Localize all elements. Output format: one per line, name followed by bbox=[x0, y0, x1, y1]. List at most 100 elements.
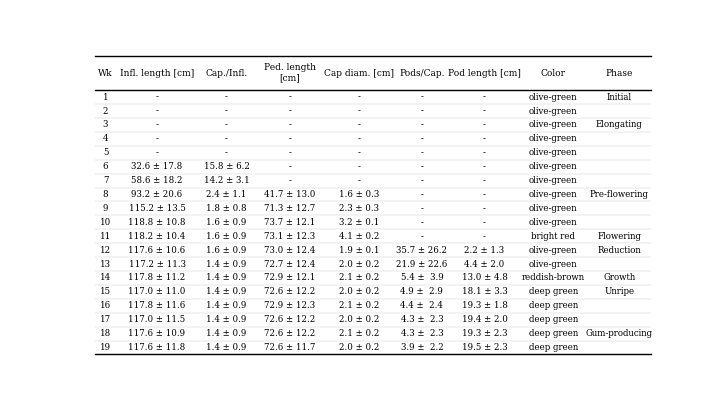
Text: 117.8 ± 11.2: 117.8 ± 11.2 bbox=[128, 273, 186, 282]
Text: -: - bbox=[289, 93, 291, 101]
Text: 13.0 ± 4.8: 13.0 ± 4.8 bbox=[462, 273, 507, 282]
Text: -: - bbox=[289, 176, 291, 185]
Text: -: - bbox=[420, 148, 423, 157]
Text: 15: 15 bbox=[100, 288, 111, 296]
Text: 117.6 ± 10.6: 117.6 ± 10.6 bbox=[128, 246, 186, 255]
Text: 1.4 ± 0.9: 1.4 ± 0.9 bbox=[207, 273, 246, 282]
Text: 4.3 ±  2.3: 4.3 ± 2.3 bbox=[401, 329, 443, 338]
Text: olive-green: olive-green bbox=[529, 246, 578, 255]
Text: olive-green: olive-green bbox=[529, 190, 578, 199]
Text: -: - bbox=[225, 134, 228, 143]
Text: 58.6 ± 18.2: 58.6 ± 18.2 bbox=[131, 176, 183, 185]
Text: 1.4 ± 0.9: 1.4 ± 0.9 bbox=[207, 288, 246, 296]
Text: Cap diam. [cm]: Cap diam. [cm] bbox=[324, 69, 394, 77]
Text: 1.4 ± 0.9: 1.4 ± 0.9 bbox=[207, 259, 246, 269]
Text: 1.8 ± 0.8: 1.8 ± 0.8 bbox=[206, 204, 246, 213]
Text: -: - bbox=[483, 176, 486, 185]
Text: 1.4 ± 0.9: 1.4 ± 0.9 bbox=[207, 343, 246, 352]
Text: 3.2 ± 0.1: 3.2 ± 0.1 bbox=[339, 218, 379, 227]
Text: -: - bbox=[358, 176, 361, 185]
Text: 6: 6 bbox=[103, 162, 108, 171]
Text: Pods/Cap.: Pods/Cap. bbox=[399, 69, 444, 77]
Text: -: - bbox=[225, 148, 228, 157]
Text: -: - bbox=[420, 120, 423, 130]
Text: 35.7 ± 26.2: 35.7 ± 26.2 bbox=[397, 246, 447, 255]
Text: 18: 18 bbox=[100, 329, 111, 338]
Text: -: - bbox=[358, 93, 361, 101]
Text: 15.8 ± 6.2: 15.8 ± 6.2 bbox=[204, 162, 249, 171]
Text: 72.6 ± 12.2: 72.6 ± 12.2 bbox=[264, 315, 315, 324]
Text: -: - bbox=[483, 148, 486, 157]
Text: -: - bbox=[289, 148, 291, 157]
Text: olive-green: olive-green bbox=[529, 162, 578, 171]
Text: Unripe: Unripe bbox=[605, 288, 634, 296]
Text: -: - bbox=[420, 162, 423, 171]
Text: olive-green: olive-green bbox=[529, 120, 578, 130]
Text: 2.1 ± 0.2: 2.1 ± 0.2 bbox=[339, 329, 379, 338]
Text: -: - bbox=[358, 148, 361, 157]
Text: 72.7 ± 12.4: 72.7 ± 12.4 bbox=[264, 259, 315, 269]
Text: -: - bbox=[289, 107, 291, 115]
Text: 117.8 ± 11.6: 117.8 ± 11.6 bbox=[128, 301, 186, 310]
Text: 1.6 ± 0.3: 1.6 ± 0.3 bbox=[339, 190, 379, 199]
Text: 1.4 ± 0.9: 1.4 ± 0.9 bbox=[207, 301, 246, 310]
Text: 13: 13 bbox=[100, 259, 111, 269]
Text: olive-green: olive-green bbox=[529, 259, 578, 269]
Text: -: - bbox=[420, 190, 423, 199]
Text: 118.2 ± 10.4: 118.2 ± 10.4 bbox=[128, 232, 186, 241]
Text: Pre-flowering: Pre-flowering bbox=[590, 190, 649, 199]
Text: Cap./Infl.: Cap./Infl. bbox=[205, 69, 248, 77]
Text: 4: 4 bbox=[103, 134, 108, 143]
Text: 41.7 ± 13.0: 41.7 ± 13.0 bbox=[264, 190, 315, 199]
Text: 1.6 ± 0.9: 1.6 ± 0.9 bbox=[207, 246, 246, 255]
Text: -: - bbox=[420, 134, 423, 143]
Text: 5: 5 bbox=[103, 148, 108, 157]
Text: -: - bbox=[483, 190, 486, 199]
Text: deep green: deep green bbox=[529, 343, 578, 352]
Text: 19: 19 bbox=[100, 343, 111, 352]
Text: 1.9 ± 0.1: 1.9 ± 0.1 bbox=[339, 246, 380, 255]
Text: -: - bbox=[483, 162, 486, 171]
Text: -: - bbox=[358, 107, 361, 115]
Text: 2.0 ± 0.2: 2.0 ± 0.2 bbox=[339, 315, 379, 324]
Text: -: - bbox=[420, 176, 423, 185]
Text: -: - bbox=[358, 162, 361, 171]
Text: 2.0 ± 0.2: 2.0 ± 0.2 bbox=[339, 343, 379, 352]
Text: -: - bbox=[289, 162, 291, 171]
Text: 117.2 ± 11.3: 117.2 ± 11.3 bbox=[128, 259, 186, 269]
Text: Growth: Growth bbox=[603, 273, 636, 282]
Text: 117.6 ± 10.9: 117.6 ± 10.9 bbox=[128, 329, 186, 338]
Text: -: - bbox=[483, 134, 486, 143]
Text: 3: 3 bbox=[103, 120, 108, 130]
Text: 3.9 ±  2.2: 3.9 ± 2.2 bbox=[400, 343, 443, 352]
Text: 2.0 ± 0.2: 2.0 ± 0.2 bbox=[339, 288, 379, 296]
Text: -: - bbox=[156, 93, 159, 101]
Text: 1.6 ± 0.9: 1.6 ± 0.9 bbox=[207, 218, 246, 227]
Text: -: - bbox=[483, 93, 486, 101]
Text: 7: 7 bbox=[103, 176, 108, 185]
Text: -: - bbox=[358, 134, 361, 143]
Text: 11: 11 bbox=[100, 232, 111, 241]
Text: 2.1 ± 0.2: 2.1 ± 0.2 bbox=[339, 301, 379, 310]
Text: 72.9 ± 12.3: 72.9 ± 12.3 bbox=[264, 301, 315, 310]
Text: olive-green: olive-green bbox=[529, 107, 578, 115]
Text: 1.4 ± 0.9: 1.4 ± 0.9 bbox=[207, 329, 246, 338]
Text: -: - bbox=[156, 148, 159, 157]
Text: 32.6 ± 17.8: 32.6 ± 17.8 bbox=[131, 162, 183, 171]
Text: Reduction: Reduction bbox=[597, 246, 642, 255]
Text: 1.4 ± 0.9: 1.4 ± 0.9 bbox=[207, 315, 246, 324]
Text: olive-green: olive-green bbox=[529, 93, 578, 101]
Text: 4.4 ±  2.4: 4.4 ± 2.4 bbox=[400, 301, 444, 310]
Text: olive-green: olive-green bbox=[529, 148, 578, 157]
Text: Wk: Wk bbox=[98, 69, 113, 77]
Text: deep green: deep green bbox=[529, 329, 578, 338]
Text: 2.3 ± 0.3: 2.3 ± 0.3 bbox=[339, 204, 379, 213]
Text: 72.6 ± 12.2: 72.6 ± 12.2 bbox=[264, 288, 315, 296]
Text: deep green: deep green bbox=[529, 288, 578, 296]
Text: bright red: bright red bbox=[531, 232, 576, 241]
Text: olive-green: olive-green bbox=[529, 218, 578, 227]
Text: -: - bbox=[156, 134, 159, 143]
Text: -: - bbox=[225, 107, 228, 115]
Text: 5.4 ±  3.9: 5.4 ± 3.9 bbox=[400, 273, 443, 282]
Text: 16: 16 bbox=[100, 301, 111, 310]
